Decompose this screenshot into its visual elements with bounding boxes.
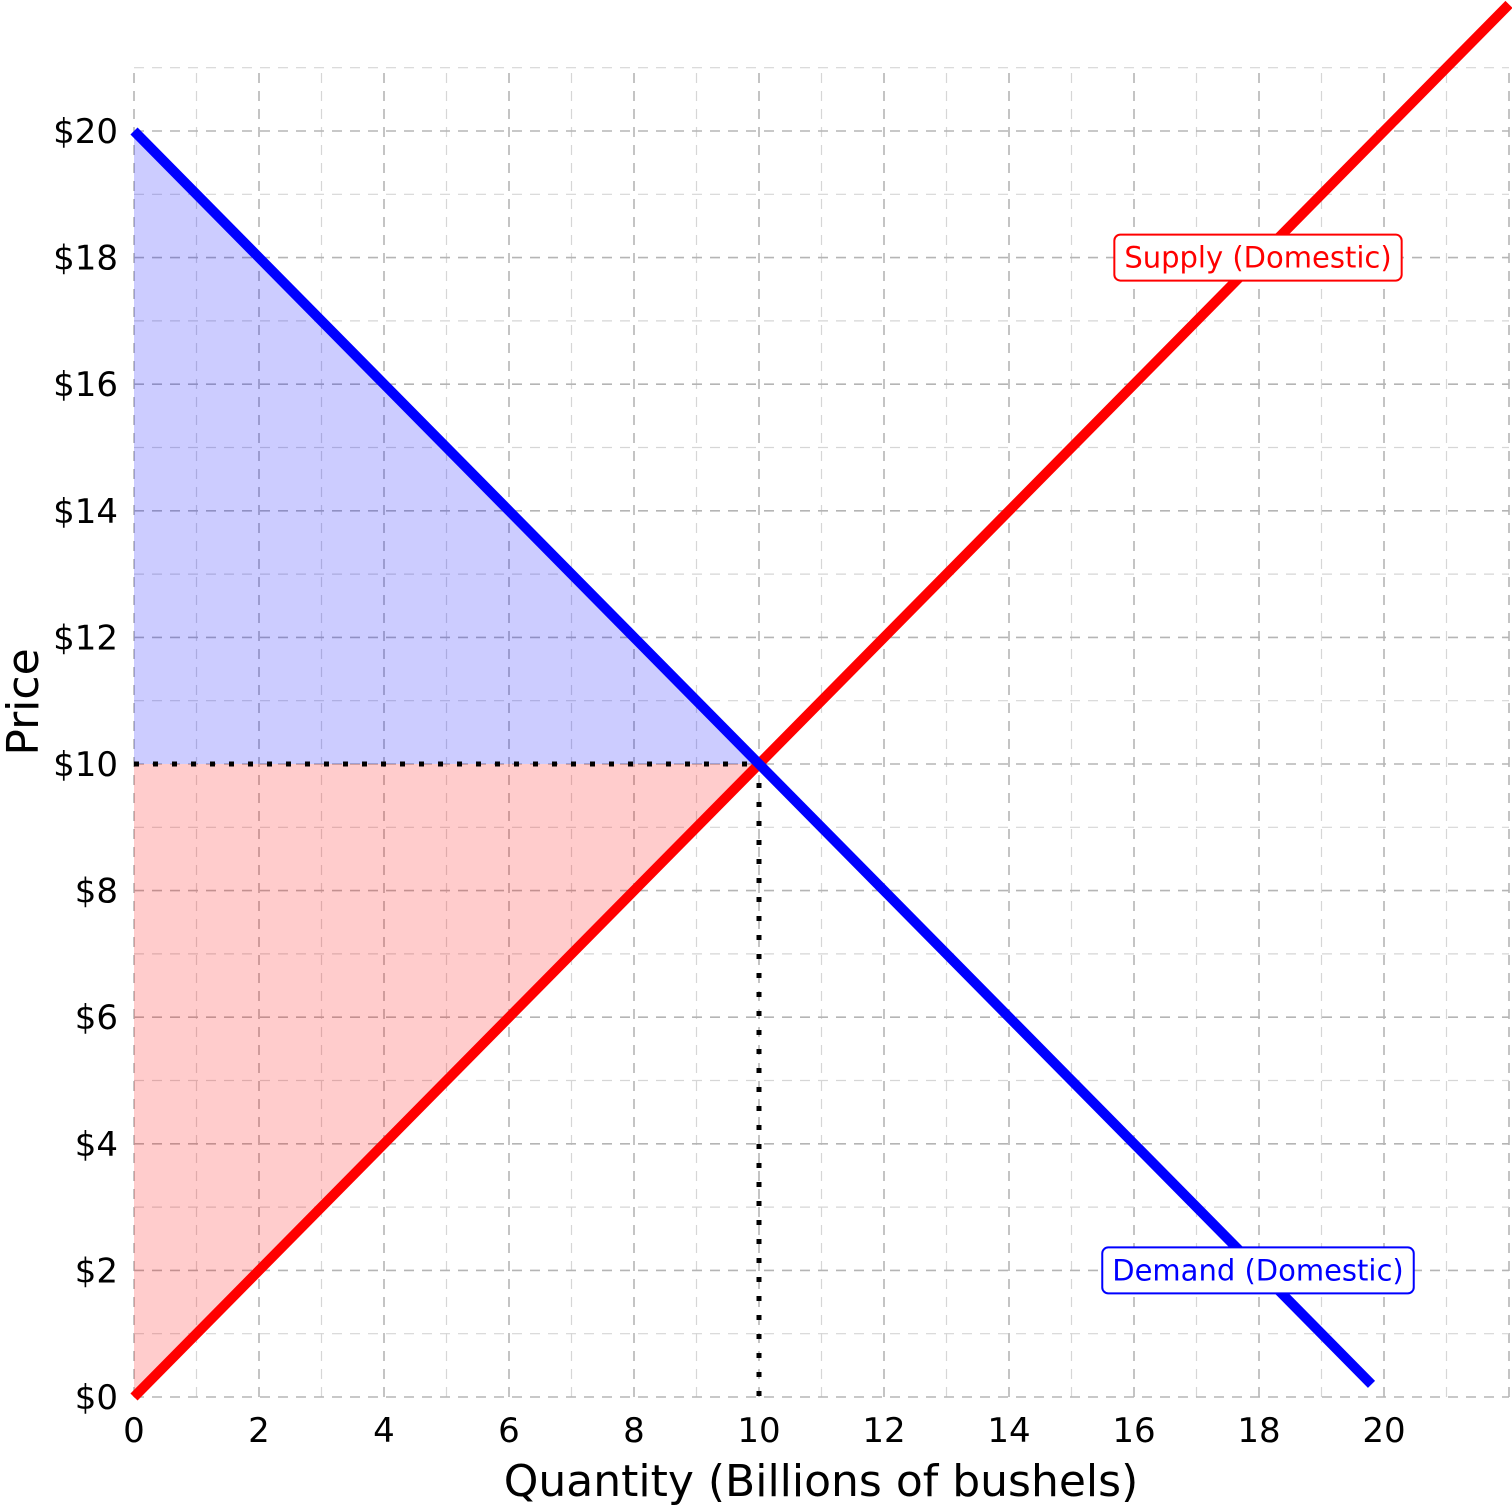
y-tick-label: $6 — [75, 998, 118, 1038]
x-tick-label: 2 — [248, 1411, 270, 1451]
x-tick-label: 16 — [1112, 1411, 1155, 1451]
demand-curve — [130, 127, 1376, 1388]
y-tick-label: $12 — [53, 618, 118, 658]
x-tick-label: 0 — [123, 1411, 145, 1451]
y-tick-label: $8 — [75, 872, 118, 912]
y-tick-label: $18 — [53, 239, 118, 279]
x-tick-label: 8 — [623, 1411, 645, 1451]
y-tick-label: $0 — [75, 1378, 118, 1418]
x-tick-label: 20 — [1362, 1411, 1405, 1451]
curve-label-box — [1101, 1246, 1415, 1295]
y-tick-label: $2 — [75, 1251, 118, 1291]
curve-label-box — [1113, 233, 1403, 282]
y-axis-title: Price — [0, 648, 49, 755]
supply-curve-label: Supply (Domestic) — [1113, 233, 1403, 282]
y-tick-label: $4 — [75, 1125, 118, 1165]
x-tick-label: 14 — [987, 1411, 1030, 1451]
curve-labels: Supply (Domestic) Demand (Domestic) — [1101, 233, 1415, 1295]
x-tick-label: 4 — [373, 1411, 395, 1451]
y-tick-label: $20 — [53, 112, 118, 152]
y-tick-label: $14 — [53, 492, 118, 532]
demand-curve-label: Demand (Domestic) — [1101, 1246, 1415, 1295]
curve-label-text: Demand (Domestic) — [1112, 1253, 1403, 1287]
grid — [133, 67, 1510, 1398]
y-tick-label: $16 — [53, 365, 118, 405]
curve-label-text: Supply (Domestic) — [1124, 241, 1391, 275]
x-axis-title: Quantity (Billions of bushels) — [504, 1456, 1139, 1507]
tick-labels: 0 2 4 6 8 10 12 14 16 18 20 $0 $2 $4 $6 $8 $10 $12 $14 $16 $… — [53, 112, 1406, 1451]
x-tick-label: 10 — [737, 1411, 780, 1451]
x-tick-label: 6 — [498, 1411, 520, 1451]
y-tick-label: $10 — [53, 745, 118, 785]
x-tick-label: 12 — [862, 1411, 905, 1451]
x-tick-label: 18 — [1237, 1411, 1280, 1451]
